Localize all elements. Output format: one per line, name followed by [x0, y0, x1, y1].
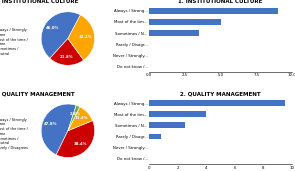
- Text: 47.8%: 47.8%: [44, 122, 58, 126]
- Bar: [149, 30, 199, 36]
- Title: 2. QUALITY MANAGEMENT: 2. QUALITY MANAGEMENT: [180, 91, 261, 96]
- Bar: [149, 8, 278, 14]
- Wedge shape: [68, 105, 80, 131]
- Legend: Always / Strongly
Agree, Most of the time /
Agree, Sometimes /
Neutral, Rarely /: Always / Strongly Agree, Most of the tim…: [0, 118, 28, 150]
- Text: 38.4%: 38.4%: [73, 142, 87, 146]
- Text: 2. QUALITY MANAGEMENT: 2. QUALITY MANAGEMENT: [0, 91, 75, 96]
- Wedge shape: [68, 107, 93, 131]
- Wedge shape: [41, 12, 81, 58]
- Bar: [149, 100, 285, 106]
- Bar: [149, 134, 160, 139]
- Bar: [149, 122, 185, 128]
- Title: 1. INSTITUTIONAL CULTURE: 1. INSTITUTIONAL CULTURE: [178, 0, 263, 4]
- Bar: [149, 111, 206, 117]
- Wedge shape: [56, 121, 95, 157]
- Wedge shape: [68, 15, 95, 60]
- Text: 1. INSTITUTIONAL CULTURE: 1. INSTITUTIONAL CULTURE: [0, 0, 79, 4]
- Text: 2.4%: 2.4%: [69, 112, 80, 116]
- Bar: [149, 19, 221, 25]
- Text: 46.0%: 46.0%: [46, 26, 60, 30]
- Wedge shape: [50, 38, 83, 65]
- Text: 32.2%: 32.2%: [79, 35, 93, 39]
- Text: 21.8%: 21.8%: [60, 55, 74, 59]
- Legend: Always / Strongly
Agree, Most of the time /
Agree, Sometimes /
Neutral: Always / Strongly Agree, Most of the tim…: [0, 28, 28, 56]
- Text: 11.4%: 11.4%: [74, 116, 88, 120]
- Wedge shape: [41, 104, 76, 155]
